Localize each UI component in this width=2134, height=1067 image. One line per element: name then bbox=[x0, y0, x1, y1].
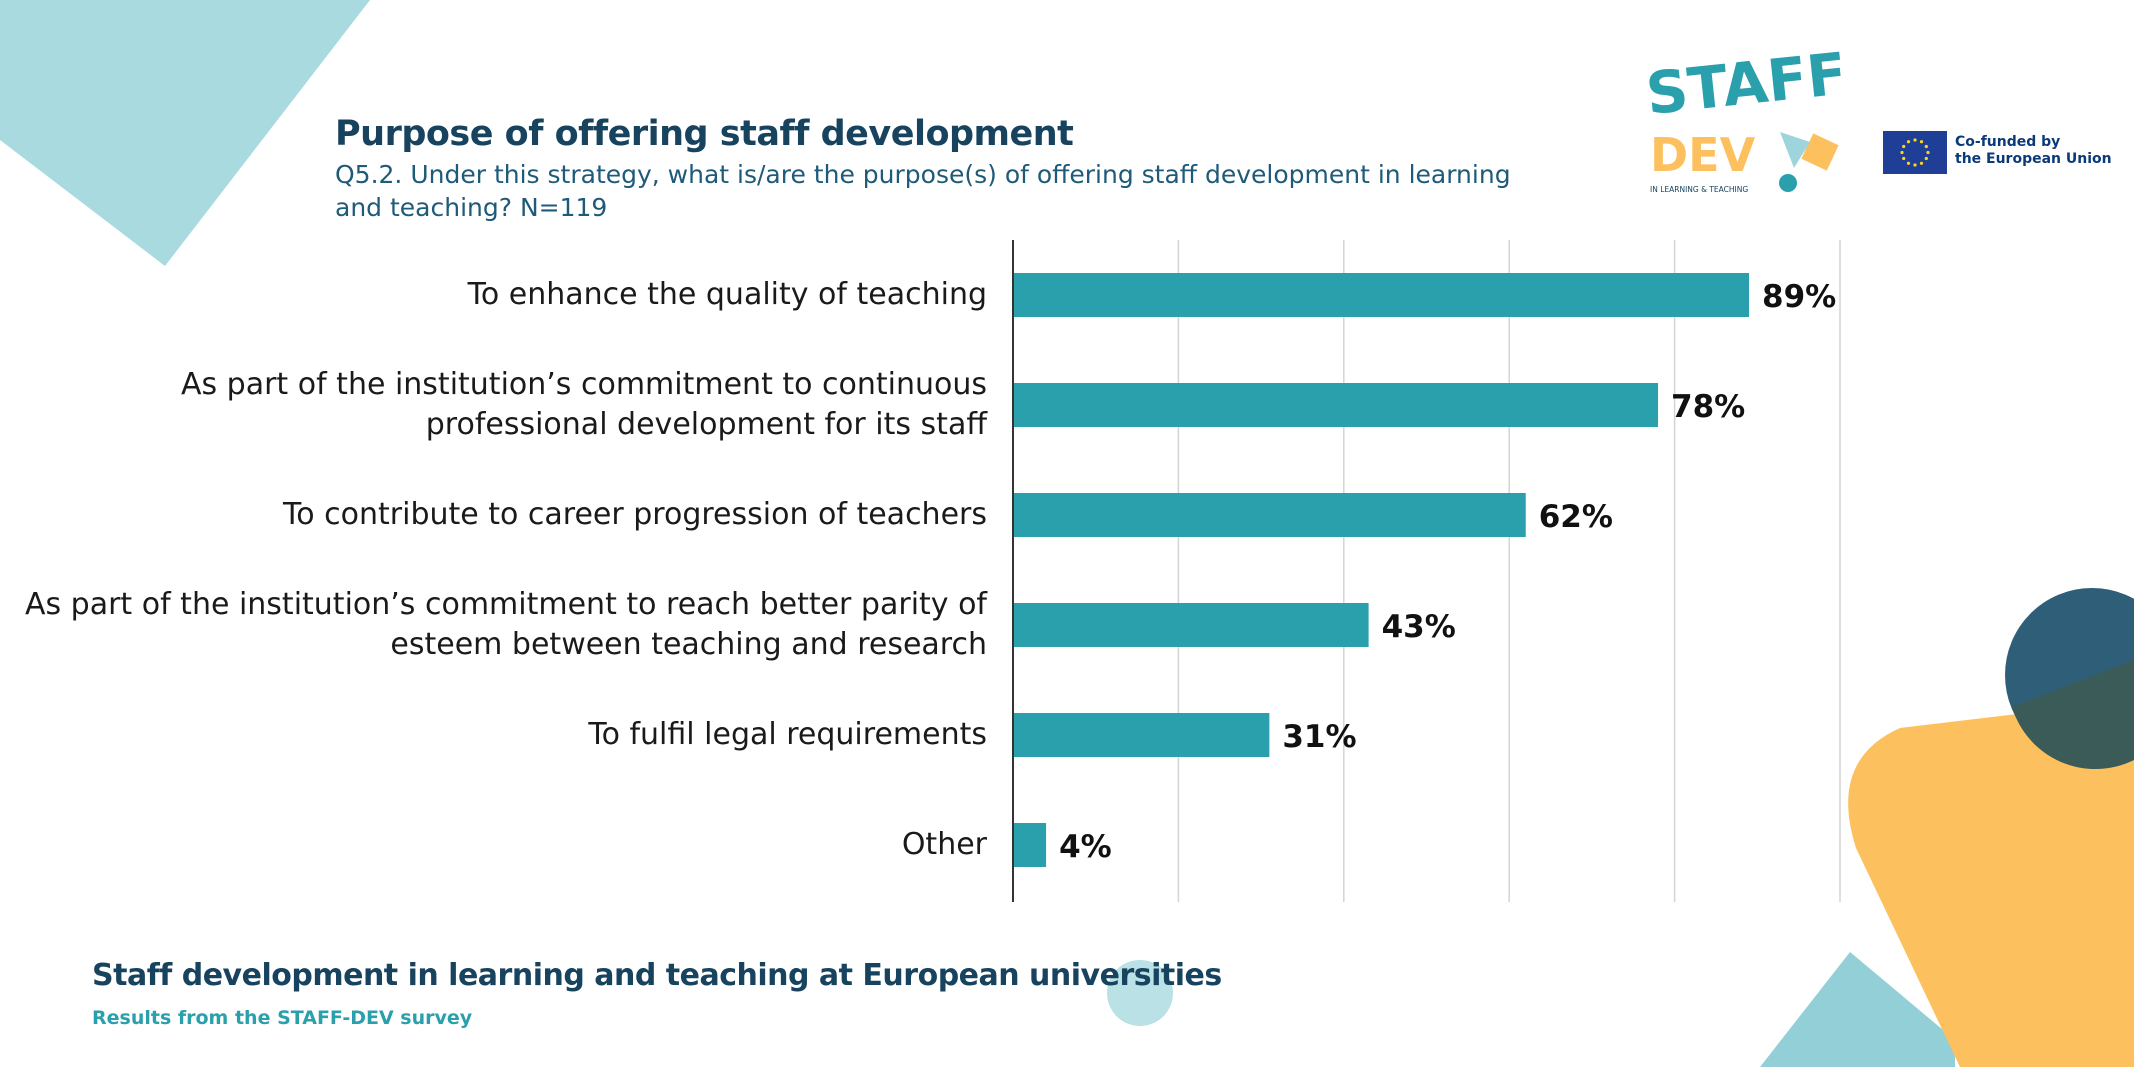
category-label-line: Other bbox=[901, 827, 987, 862]
category-label-line: As part of the institution’s commitment … bbox=[180, 367, 987, 402]
corner-triangle-bottom bbox=[1760, 952, 1955, 1067]
category-label-line: To fulfil legal requirements bbox=[588, 717, 987, 752]
category-label-2: As part of the institution’s commitment … bbox=[181, 365, 987, 445]
category-label-5: To fulfil legal requirements bbox=[588, 715, 987, 755]
bar-5 bbox=[1013, 713, 1270, 757]
chart-title: Purpose of offering staff development bbox=[335, 114, 1074, 154]
footer-subtitle: Results from the STAFF-DEV survey bbox=[92, 1007, 473, 1029]
bar-4 bbox=[1013, 603, 1369, 647]
category-label-line: esteem between teaching and research bbox=[390, 627, 987, 662]
orange-rounded-shape bbox=[1848, 700, 2134, 1067]
category-label-line: As part of the institution’s commitment … bbox=[24, 587, 987, 622]
staff-dev-logo: STAFF DEV IN LEARNING & TEACHING bbox=[1640, 39, 1860, 202]
eu-text-line-1: Co-funded by bbox=[1955, 134, 2061, 150]
logo-dev-text: DEV bbox=[1650, 128, 1756, 182]
category-label-line: To enhance the quality of teaching bbox=[467, 277, 987, 312]
eu-flag-icon bbox=[1883, 131, 1947, 174]
chart-subtitle: Q5.2. Under this strategy, what is/are t… bbox=[335, 160, 1511, 222]
value-label-6: 4% bbox=[1059, 829, 1112, 865]
category-label-line: To contribute to career progression of t… bbox=[283, 497, 987, 532]
logo-tagline: IN LEARNING & TEACHING bbox=[1650, 185, 1749, 194]
bar-3 bbox=[1013, 493, 1526, 537]
corner-triangle-top-left bbox=[0, 0, 370, 266]
bar-2 bbox=[1013, 383, 1659, 427]
eu-cofunded-text: Co-funded by the European Union bbox=[1955, 134, 2134, 168]
value-label-3: 62% bbox=[1539, 499, 1613, 535]
value-label-1: 89% bbox=[1762, 279, 1836, 315]
eu-text-line-2: the European Union bbox=[1955, 151, 2112, 167]
circle-overlap bbox=[2012, 660, 2134, 770]
value-label-4: 43% bbox=[1382, 609, 1456, 645]
logo-shapes-icon bbox=[1779, 132, 1839, 192]
category-label-6: Other bbox=[902, 825, 987, 865]
category-label-4: As part of the institution’s commitment … bbox=[25, 585, 987, 665]
bar-6 bbox=[1013, 823, 1047, 867]
bar-1 bbox=[1013, 273, 1750, 317]
value-label-5: 31% bbox=[1282, 719, 1356, 755]
footer-title: Staff development in learning and teachi… bbox=[92, 958, 1222, 993]
footer-circle bbox=[1107, 960, 1173, 1026]
value-label-2: 78% bbox=[1671, 389, 1745, 425]
category-label-line: professional development for its staff bbox=[425, 407, 987, 442]
category-label-1: To enhance the quality of teaching bbox=[468, 275, 987, 315]
category-label-3: To contribute to career progression of t… bbox=[283, 495, 987, 535]
